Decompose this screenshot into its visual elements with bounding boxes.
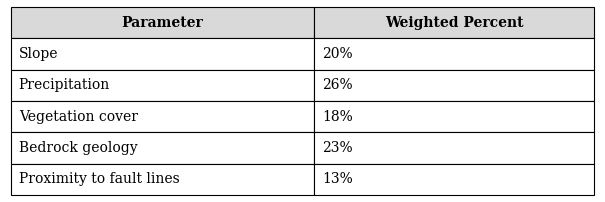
Bar xyxy=(11,101,314,132)
Text: Bedrock geology: Bedrock geology xyxy=(19,141,137,155)
Text: 26%: 26% xyxy=(322,78,353,92)
Text: Precipitation: Precipitation xyxy=(19,78,110,92)
Bar xyxy=(314,38,594,70)
Bar xyxy=(11,132,314,164)
Bar xyxy=(11,7,314,38)
Text: Parameter: Parameter xyxy=(122,16,203,30)
Text: Proximity to fault lines: Proximity to fault lines xyxy=(19,172,180,186)
Text: 23%: 23% xyxy=(322,141,353,155)
Bar xyxy=(11,70,314,101)
Bar xyxy=(314,132,594,164)
Bar xyxy=(314,164,594,195)
Text: Vegetation cover: Vegetation cover xyxy=(19,110,138,124)
Bar xyxy=(11,38,314,70)
Bar xyxy=(314,70,594,101)
Text: 20%: 20% xyxy=(322,47,353,61)
Text: 18%: 18% xyxy=(322,110,353,124)
Bar xyxy=(11,164,314,195)
Bar xyxy=(314,101,594,132)
Text: Weighted Percent: Weighted Percent xyxy=(385,16,523,30)
Text: Slope: Slope xyxy=(19,47,58,61)
Bar xyxy=(314,7,594,38)
Text: 13%: 13% xyxy=(322,172,353,186)
